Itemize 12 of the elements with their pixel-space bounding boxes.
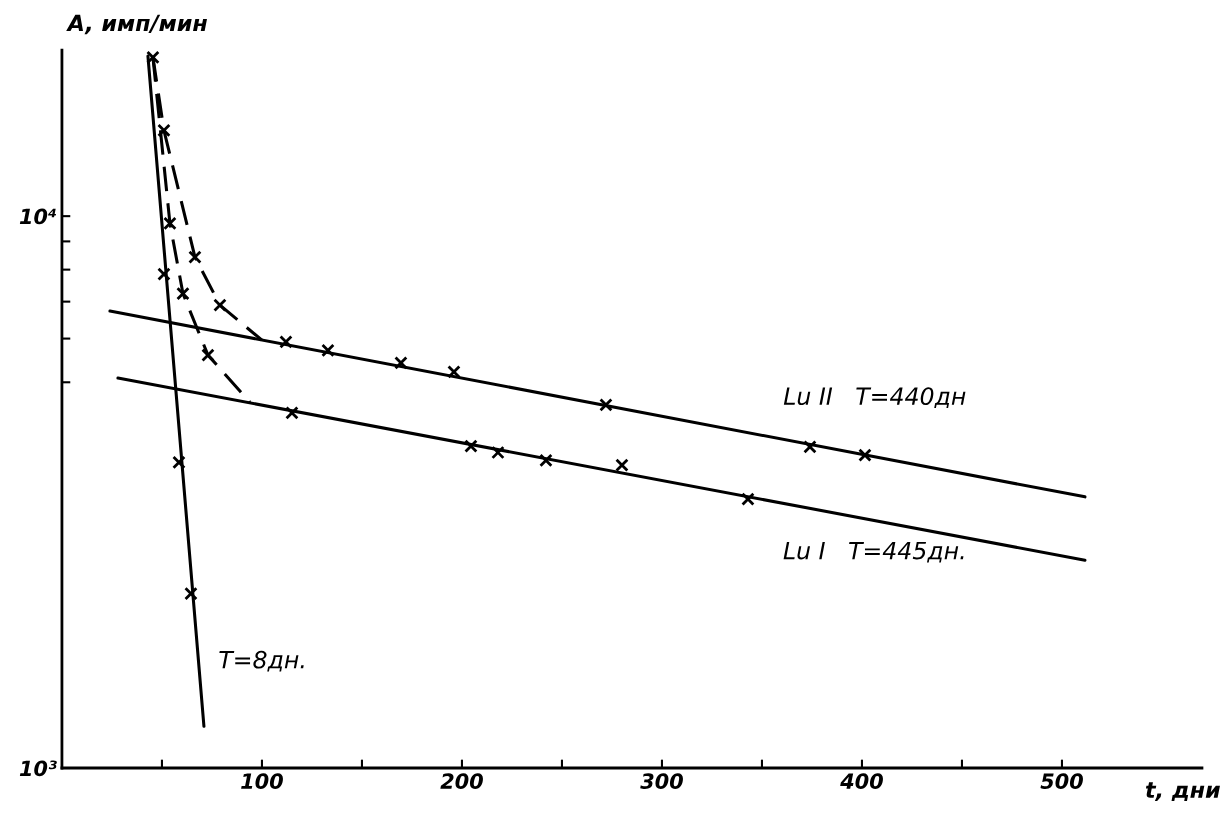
y-tick-label: 10³ [19, 760, 57, 777]
x-tick-label: 100 [241, 773, 283, 789]
annotation: Lu II T=440дн [783, 387, 966, 409]
x-tick-label: 500 [1040, 773, 1083, 789]
annotation: Lu I T=445дн. [783, 541, 964, 563]
annotation: T=8дн. [219, 650, 304, 672]
x-axis-title: t, дни [1145, 782, 1220, 801]
x-tick-label: 400 [840, 773, 883, 789]
x-tick-label: 300 [640, 773, 683, 789]
y-axis-title: A, имп/мин [66, 14, 207, 35]
x-tick-label: 200 [440, 773, 483, 789]
y-tick-label: 10⁴ [19, 208, 57, 225]
